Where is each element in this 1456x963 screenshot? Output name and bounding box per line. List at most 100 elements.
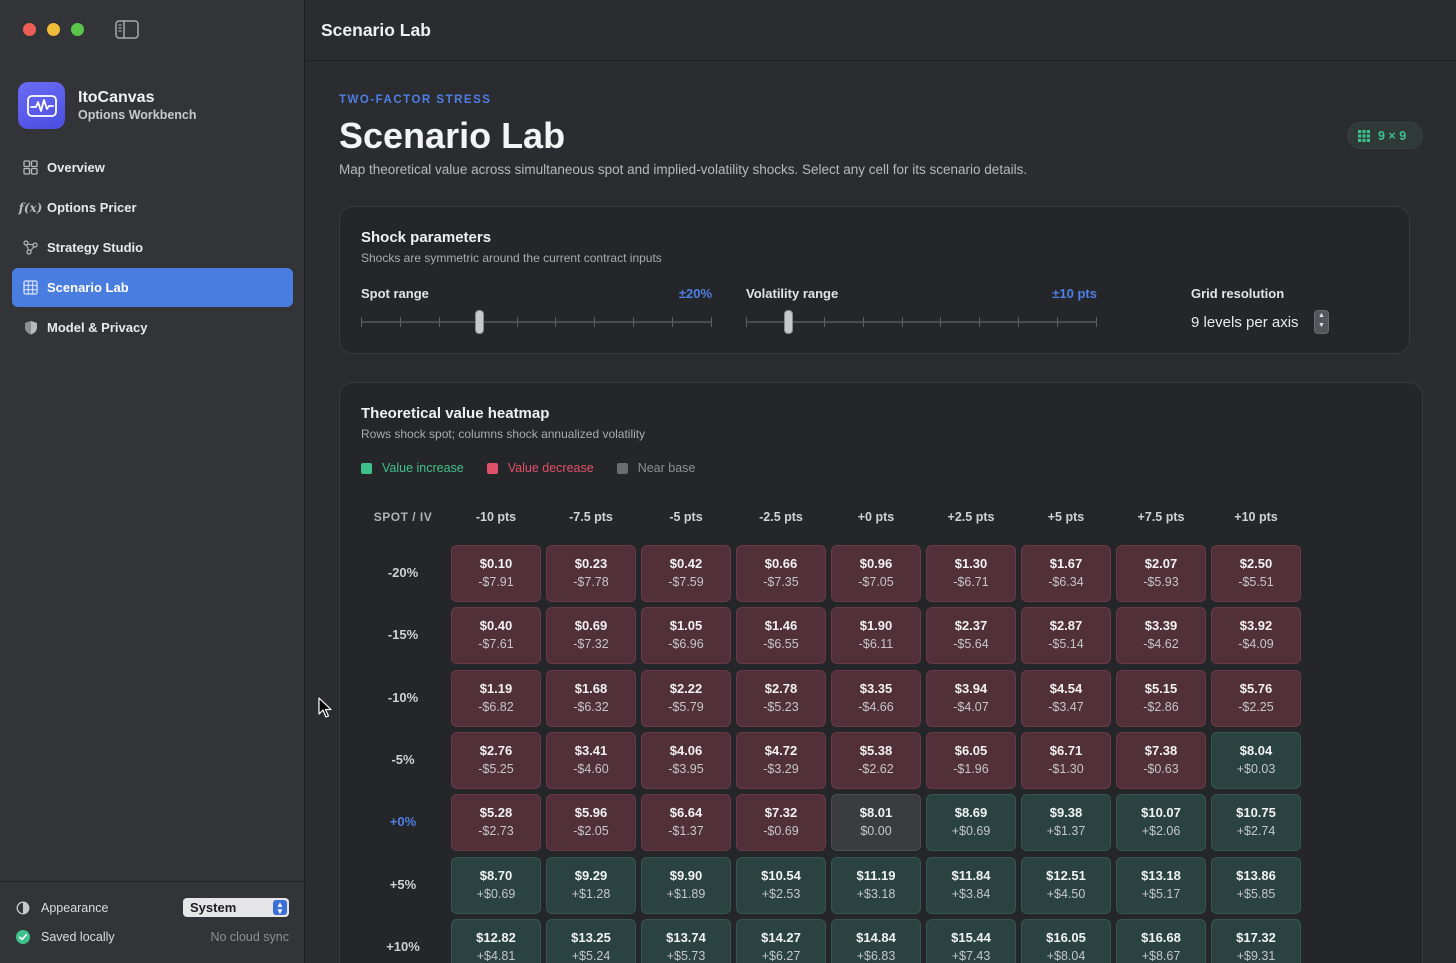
heatmap-cell[interactable]: $16.68 +$8.67: [1116, 918, 1206, 963]
cell-delta: -$5.93: [1143, 575, 1179, 589]
appearance-select[interactable]: System ▲ ▼: [183, 898, 289, 917]
heatmap-cell[interactable]: $8.70 +$0.69: [451, 856, 541, 914]
heatmap-cell[interactable]: $6.05 -$1.96: [926, 731, 1016, 789]
heatmap-cell[interactable]: $4.06 -$3.95: [641, 731, 731, 789]
cell-value: $14.27: [761, 929, 801, 945]
sidebar-item-overview[interactable]: Overview: [12, 148, 293, 187]
slider-knob[interactable]: [475, 310, 484, 334]
spot-range-slider[interactable]: [361, 310, 712, 334]
heatmap-cell[interactable]: $6.64 -$1.37: [641, 794, 731, 852]
cell-delta: -$5.23: [763, 699, 799, 714]
cell-delta: -$2.25: [1238, 699, 1274, 714]
heatmap-row-label: -20%: [387, 565, 419, 580]
heatmap-cell[interactable]: $12.51 +$4.50: [1021, 856, 1111, 914]
heatmap-cell[interactable]: $11.84 +$3.84: [926, 856, 1016, 914]
heatmap-cell[interactable]: $14.84 +$6.83: [831, 918, 921, 963]
heatmap-cell[interactable]: $2.87 -$5.14: [1021, 607, 1111, 665]
heatmap-cell[interactable]: $16.05 +$8.04: [1021, 918, 1111, 963]
heatmap-cell[interactable]: $2.76 -$5.25: [451, 731, 541, 789]
heatmap-cell[interactable]: $6.71 -$1.30: [1021, 731, 1111, 789]
sidebar-item-options-pricer[interactable]: f(x) Options Pricer: [12, 188, 293, 227]
heatmap-cell[interactable]: $5.28 -$2.73: [451, 794, 541, 852]
zoom-window-button[interactable]: [71, 23, 84, 36]
sidebar-toggle-icon[interactable]: [115, 20, 139, 39]
slider-tick: [940, 317, 941, 327]
grid-resolution-stepper[interactable]: ▲ ▼: [1314, 310, 1329, 334]
cell-value: $1.30: [954, 556, 988, 571]
heatmap-cell[interactable]: $3.92 -$4.09: [1211, 607, 1301, 665]
heatmap-cell[interactable]: $2.37 -$5.64: [926, 607, 1016, 665]
heatmap-cell[interactable]: $17.32 +$9.31: [1211, 918, 1301, 963]
heatmap-cell[interactable]: $10.54 +$2.53: [736, 856, 826, 914]
heatmap-cell[interactable]: $1.19 -$6.82: [451, 669, 541, 727]
heatmap-cell[interactable]: $5.96 -$2.05: [546, 794, 636, 852]
heatmap-cell[interactable]: $2.22 -$5.79: [641, 669, 731, 727]
heatmap-cell[interactable]: $8.01 $0.00: [831, 794, 921, 852]
heatmap-cell[interactable]: $0.40 -$7.61: [451, 607, 541, 665]
heatmap-cell[interactable]: $13.86 +$5.85: [1211, 856, 1301, 914]
minimize-window-button[interactable]: [47, 23, 60, 36]
heatmap-cell[interactable]: $1.30 -$6.71: [926, 545, 1016, 602]
heatmap-cell[interactable]: $15.44 +$7.43: [926, 918, 1016, 963]
heatmap-cell[interactable]: $1.90 -$6.11: [831, 607, 921, 665]
heatmap-cell[interactable]: $5.15 -$2.86: [1116, 669, 1206, 727]
heatmap-cell[interactable]: $2.78 -$5.23: [736, 669, 826, 727]
heatmap-cell[interactable]: $0.23 -$7.78: [546, 545, 636, 602]
cell-delta: -$2.73: [478, 824, 514, 839]
heatmap-cell[interactable]: $0.96 -$7.05: [831, 545, 921, 602]
legend-label: Near base: [637, 461, 696, 475]
heatmap-cell[interactable]: $4.72 -$3.29: [736, 731, 826, 789]
sidebar-item-strategy-studio[interactable]: Strategy Studio: [12, 228, 293, 267]
cell-value: $2.37: [954, 618, 988, 634]
chevron-up-icon[interactable]: ▲: [1318, 312, 1325, 319]
close-window-button[interactable]: [23, 23, 36, 36]
volatility-range-slider[interactable]: [746, 310, 1097, 334]
heatmap-cell[interactable]: $10.75 +$2.74: [1211, 794, 1301, 852]
heatmap-cell[interactable]: $0.10 -$7.91: [451, 545, 541, 602]
heatmap-cell[interactable]: $13.74 +$5.73: [641, 918, 731, 963]
heatmap-cell[interactable]: $9.90 +$1.89: [641, 856, 731, 914]
heatmap-cell[interactable]: $2.07 -$5.93: [1116, 545, 1206, 602]
heatmap-cell[interactable]: $7.32 -$0.69: [736, 794, 826, 852]
heatmap-cell[interactable]: $11.19 +$3.18: [831, 856, 921, 914]
heatmap-cell[interactable]: $13.18 +$5.17: [1116, 856, 1206, 914]
sidebar-item-scenario-lab[interactable]: Scenario Lab: [12, 268, 293, 307]
heatmap-cell[interactable]: $0.42 -$7.59: [641, 545, 731, 602]
heatmap-cell[interactable]: $13.25 +$5.24: [546, 918, 636, 963]
sidebar-item-label: Options Pricer: [47, 200, 137, 215]
sidebar-item-label: Overview: [47, 160, 105, 175]
cell-value: $3.41: [574, 742, 608, 758]
heatmap-cell[interactable]: $1.46 -$6.55: [736, 607, 826, 665]
heatmap-cell[interactable]: $10.07 +$2.06: [1116, 794, 1206, 852]
heatmap-cell[interactable]: $5.38 -$2.62: [831, 731, 921, 789]
heatmap-cell[interactable]: $3.41 -$4.60: [546, 731, 636, 789]
cell-delta: -$6.96: [668, 637, 704, 652]
heatmap-cell[interactable]: $5.76 -$2.25: [1211, 669, 1301, 727]
heatmap-cell[interactable]: $3.94 -$4.07: [926, 669, 1016, 727]
heatmap-cell[interactable]: $9.29 +$1.28: [546, 856, 636, 914]
heatmap-cell[interactable]: $3.35 -$4.66: [831, 669, 921, 727]
heatmap-cell[interactable]: $2.50 -$5.51: [1211, 545, 1301, 602]
heatmap-cell[interactable]: $0.69 -$7.32: [546, 607, 636, 665]
legend-item-near-base: Near base: [616, 461, 696, 475]
heatmap-cell[interactable]: $8.69 +$0.69: [926, 794, 1016, 852]
heatmap-cell[interactable]: $9.38 +$1.37: [1021, 794, 1111, 852]
slider-knob[interactable]: [784, 310, 793, 334]
heatmap-title: Theoretical value heatmap: [361, 405, 550, 422]
grid-icon: [22, 159, 39, 176]
chevron-down-icon[interactable]: ▼: [1318, 322, 1325, 329]
heatmap-cell[interactable]: $0.66 -$7.35: [736, 545, 826, 602]
heatmap-cell[interactable]: $1.67 -$6.34: [1021, 545, 1111, 602]
heatmap-cell[interactable]: $1.68 -$6.32: [546, 669, 636, 727]
sidebar-item-model-privacy[interactable]: Model & Privacy: [12, 308, 293, 347]
heatmap-cell[interactable]: $7.38 -$0.63: [1116, 731, 1206, 789]
heatmap-cell[interactable]: $4.54 -$3.47: [1021, 669, 1111, 727]
heatmap-cell[interactable]: $1.05 -$6.96: [641, 607, 731, 665]
heatmap-row-label: -5%: [391, 751, 415, 767]
heatmap-cell[interactable]: $8.04 +$0.03: [1211, 731, 1301, 789]
cell-delta: -$7.32: [573, 637, 609, 652]
heatmap-cell[interactable]: $12.82 +$4.81: [451, 918, 541, 963]
heatmap-cell[interactable]: $3.39 -$4.62: [1116, 607, 1206, 665]
heatmap-column-header: -5 pts: [669, 510, 703, 524]
heatmap-cell[interactable]: $14.27 +$6.27: [736, 918, 826, 963]
